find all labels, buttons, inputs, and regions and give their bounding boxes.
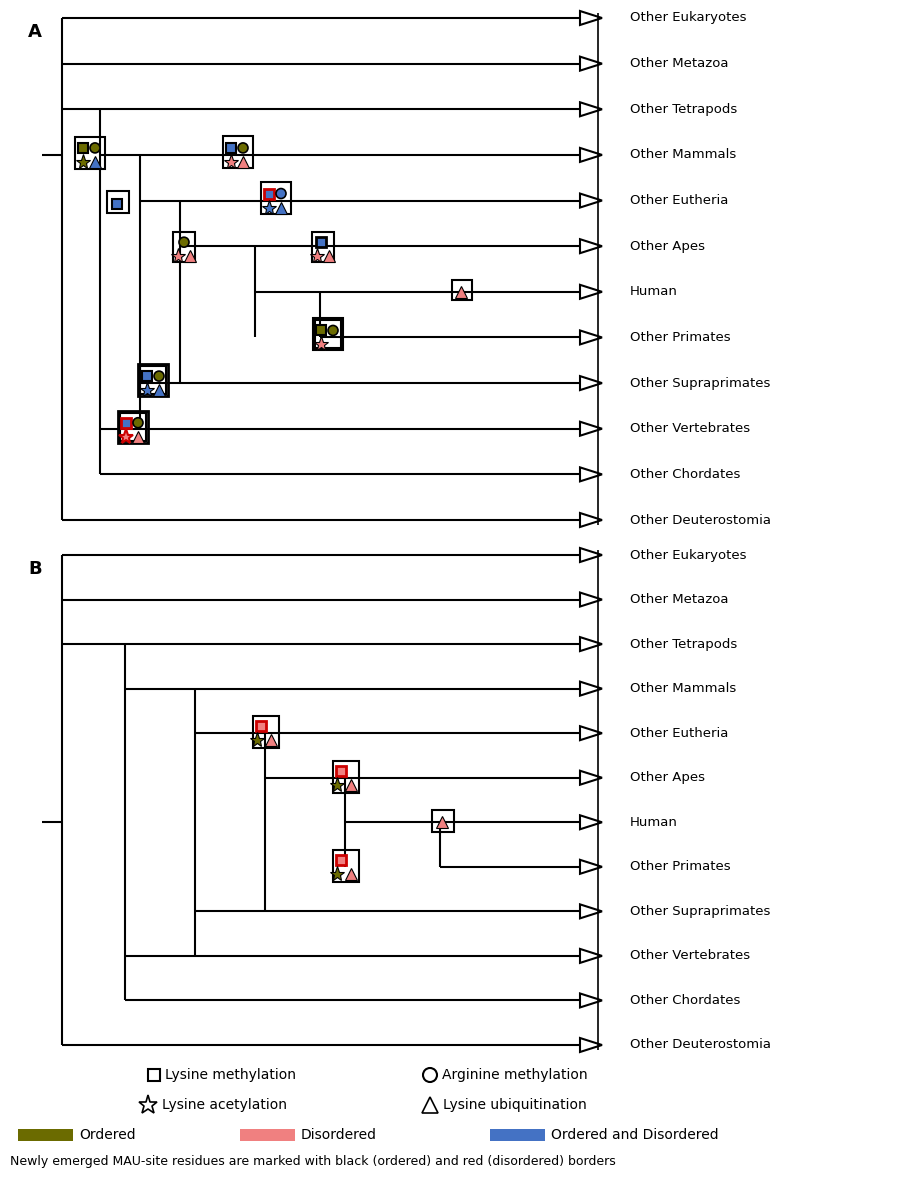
Bar: [118, 410, 148, 443]
Bar: [112, 198, 122, 209]
Bar: [452, 280, 472, 300]
Circle shape: [154, 371, 164, 382]
Bar: [142, 371, 152, 382]
Bar: [432, 810, 454, 833]
Text: B: B: [28, 560, 42, 578]
Text: Other Apes: Other Apes: [630, 772, 705, 785]
Text: Lysine acetylation: Lysine acetylation: [162, 1098, 287, 1112]
Text: Other Tetrapods: Other Tetrapods: [630, 103, 737, 115]
Bar: [240, 1129, 295, 1141]
Text: Other Metazoa: Other Metazoa: [630, 593, 728, 606]
Text: Other Mammals: Other Mammals: [630, 149, 737, 162]
Text: Disordered: Disordered: [301, 1128, 377, 1142]
Text: Newly emerged MAU-site residues are marked with black (ordered) and red (disorde: Newly emerged MAU-site residues are mark…: [10, 1156, 616, 1169]
Bar: [312, 232, 334, 262]
Text: Lysine ubiquitination: Lysine ubiquitination: [443, 1098, 587, 1112]
Text: Other Tetrapods: Other Tetrapods: [630, 637, 737, 650]
Bar: [256, 721, 266, 731]
Bar: [148, 1069, 160, 1081]
Text: Other Supraprimates: Other Supraprimates: [630, 377, 770, 390]
Bar: [490, 1129, 545, 1141]
Text: Other Chordates: Other Chordates: [630, 468, 740, 481]
Bar: [18, 1129, 73, 1141]
Bar: [121, 418, 131, 427]
Text: Ordered and Disordered: Ordered and Disordered: [551, 1128, 718, 1142]
Bar: [173, 232, 195, 262]
Bar: [75, 137, 105, 169]
Bar: [138, 364, 168, 396]
Bar: [313, 318, 343, 350]
Circle shape: [90, 143, 100, 152]
Text: Other Supraprimates: Other Supraprimates: [630, 905, 770, 918]
Text: Ordered: Ordered: [79, 1128, 136, 1142]
Text: Other Vertebrates: Other Vertebrates: [630, 949, 750, 962]
Circle shape: [238, 143, 248, 152]
Bar: [261, 181, 291, 214]
Bar: [336, 766, 346, 775]
Text: Other Primates: Other Primates: [630, 331, 730, 344]
Text: Other Apes: Other Apes: [630, 240, 705, 253]
Text: A: A: [28, 23, 42, 41]
Text: Arginine methylation: Arginine methylation: [442, 1068, 588, 1082]
Circle shape: [179, 238, 189, 247]
Circle shape: [328, 325, 338, 336]
Bar: [316, 325, 326, 336]
Bar: [120, 413, 146, 440]
Text: Other Eukaryotes: Other Eukaryotes: [630, 548, 747, 562]
Text: Other Deuterostomia: Other Deuterostomia: [630, 514, 771, 527]
Text: Other Deuterostomia: Other Deuterostomia: [630, 1038, 771, 1051]
Bar: [264, 188, 274, 198]
Bar: [107, 191, 129, 212]
Bar: [315, 320, 341, 348]
Text: Other Vertebrates: Other Vertebrates: [630, 422, 750, 436]
Text: Other Eutheria: Other Eutheria: [630, 727, 728, 739]
Bar: [253, 716, 279, 748]
Text: Other Metazoa: Other Metazoa: [630, 58, 728, 70]
Bar: [316, 238, 326, 247]
Bar: [223, 136, 253, 168]
Text: Other Primates: Other Primates: [630, 860, 730, 874]
Bar: [336, 854, 346, 865]
Circle shape: [423, 1068, 437, 1082]
Text: Human: Human: [630, 286, 678, 299]
Bar: [78, 143, 88, 152]
Bar: [333, 761, 359, 793]
Text: Other Chordates: Other Chordates: [630, 994, 740, 1007]
Bar: [333, 850, 359, 882]
Text: Other Eutheria: Other Eutheria: [630, 194, 728, 208]
Circle shape: [276, 188, 286, 198]
Text: Other Eukaryotes: Other Eukaryotes: [630, 12, 747, 24]
Circle shape: [133, 418, 143, 427]
Text: Other Mammals: Other Mammals: [630, 682, 737, 695]
Text: Lysine methylation: Lysine methylation: [165, 1068, 296, 1082]
Bar: [140, 366, 166, 394]
Bar: [226, 143, 236, 152]
Text: Human: Human: [630, 816, 678, 829]
